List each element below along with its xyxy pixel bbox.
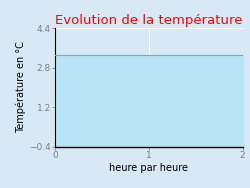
X-axis label: heure par heure: heure par heure bbox=[109, 163, 188, 173]
Title: Evolution de la température: Evolution de la température bbox=[55, 14, 242, 27]
Y-axis label: Température en °C: Température en °C bbox=[16, 42, 26, 133]
